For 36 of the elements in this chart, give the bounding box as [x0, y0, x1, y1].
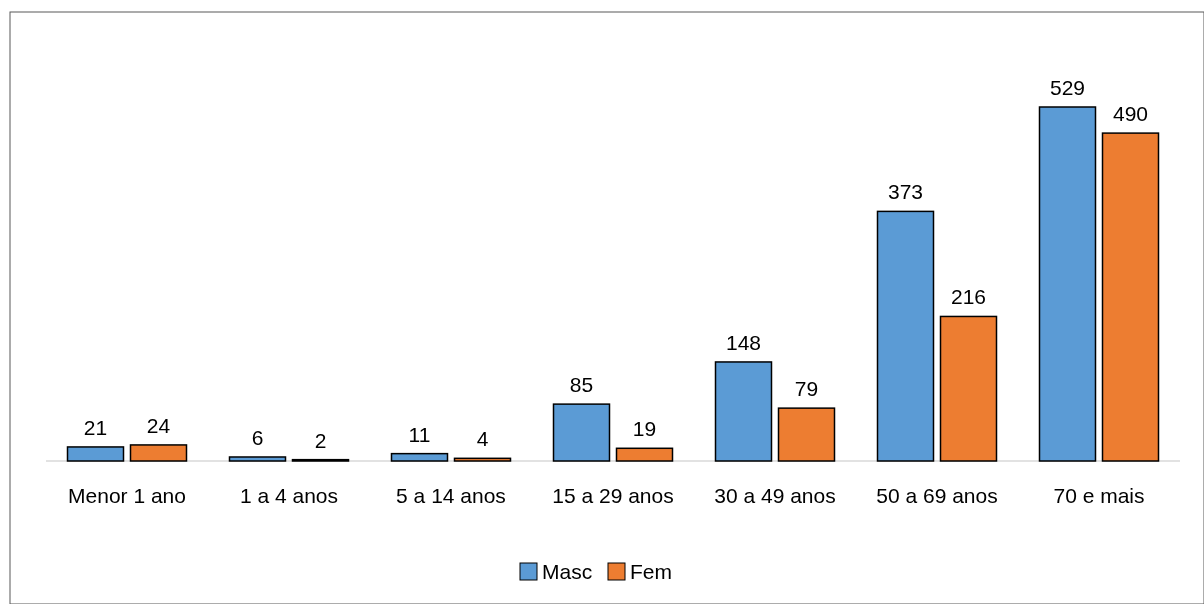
data-label: 148 [725, 330, 762, 354]
bar [939, 315, 998, 462]
bar [714, 361, 773, 462]
data-label: 21 [83, 415, 108, 439]
bar [129, 444, 188, 462]
data-label: 19 [632, 417, 657, 441]
data-label: 79 [794, 377, 819, 401]
x-tick-label: 15 a 29 anos [552, 484, 674, 507]
data-label: 4 [476, 427, 489, 451]
data-label: 490 [1112, 102, 1149, 126]
bar [228, 456, 287, 462]
data-label: 6 [251, 425, 264, 449]
bar [552, 403, 611, 462]
bar [777, 407, 836, 462]
bar [66, 446, 125, 462]
x-tick-label: 1 a 4 anos [239, 484, 339, 507]
x-tick-label: 5 a 14 anos [396, 484, 506, 507]
x-tick-label: Menor 1 ano [68, 484, 186, 507]
data-label: 2 [314, 428, 327, 452]
x-tick-label: 50 a 69 anos [876, 484, 998, 507]
bar [1101, 132, 1160, 462]
bar [876, 210, 935, 462]
legend-label: Masc [542, 560, 593, 583]
data-label: 11 [408, 422, 431, 446]
bar [1038, 106, 1097, 462]
data-label: 85 [569, 373, 594, 397]
x-tick-label: 30 a 49 anos [714, 484, 836, 507]
bar [453, 457, 512, 462]
data-label: 216 [950, 285, 987, 309]
data-label: 529 [1049, 76, 1086, 99]
data-label: 373 [887, 180, 924, 204]
x-tick-label: 70 e mais [1053, 484, 1145, 507]
legend-label: Fem [630, 560, 672, 583]
bar [615, 447, 674, 462]
bar [390, 452, 449, 462]
data-label: 24 [146, 413, 171, 437]
